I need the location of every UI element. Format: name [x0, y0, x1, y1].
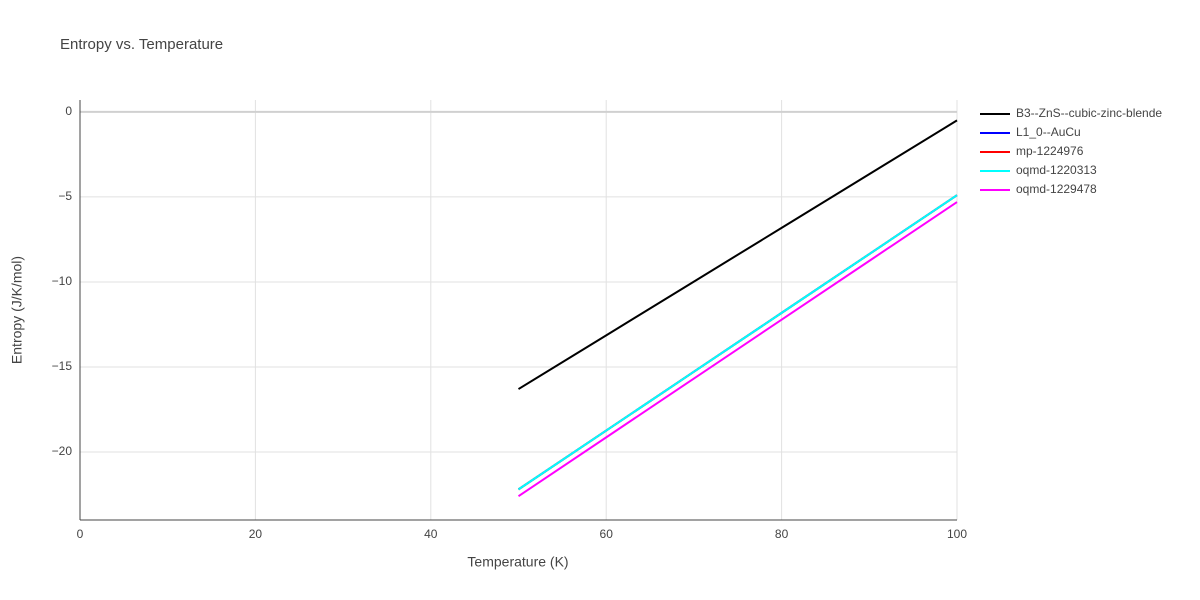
series-line — [517, 201, 958, 498]
legend-label: oqmd-1220313 — [1016, 163, 1097, 177]
y-axis-label: Entropy (J/K/mol) — [9, 256, 25, 364]
legend-label: oqmd-1229478 — [1016, 182, 1097, 196]
y-tick-label: −5 — [58, 189, 72, 203]
y-tick-label: −10 — [52, 274, 73, 288]
x-tick-label: 0 — [77, 527, 84, 541]
x-tick-label: 40 — [424, 527, 438, 541]
y-tick-label: −15 — [52, 359, 73, 373]
x-tick-label: 100 — [947, 527, 967, 541]
x-axis-label: Temperature (K) — [467, 554, 568, 570]
x-tick-label: 20 — [249, 527, 263, 541]
y-tick-label: 0 — [65, 104, 72, 118]
legend-label: B3--ZnS--cubic-zinc-blende — [1016, 106, 1162, 120]
x-tick-label: 80 — [775, 527, 789, 541]
legend-label: mp-1224976 — [1016, 144, 1084, 158]
legend-label: L1_0--AuCu — [1016, 125, 1081, 139]
x-tick-label: 60 — [600, 527, 614, 541]
series-line — [517, 119, 958, 390]
y-tick-label: −20 — [52, 444, 73, 458]
series-line — [517, 194, 958, 491]
chart-title: Entropy vs. Temperature — [60, 36, 223, 53]
